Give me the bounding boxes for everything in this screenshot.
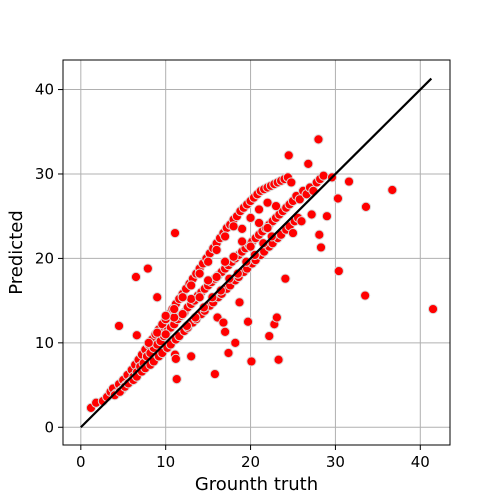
- scatter-point: [130, 271, 142, 283]
- scatter-point: [171, 374, 182, 385]
- reference-line: [80, 77, 433, 429]
- scatter-point: [142, 263, 153, 274]
- x-tick-label: 30: [326, 453, 345, 471]
- scatter-point: [186, 280, 197, 291]
- scatter-point: [209, 368, 221, 380]
- scatter-point: [427, 303, 439, 315]
- scatter-point: [286, 177, 297, 188]
- scatter-point: [228, 251, 239, 262]
- scatter-point: [271, 312, 282, 323]
- scatter-point: [318, 170, 329, 181]
- scatter-point: [203, 275, 214, 286]
- scatter-point: [313, 134, 324, 145]
- scatter-point: [245, 212, 256, 223]
- scatter-point: [228, 221, 239, 232]
- scatter-point: [270, 200, 282, 212]
- scatter-point: [283, 150, 294, 161]
- scatter-point: [198, 302, 209, 313]
- scatter-point: [232, 268, 243, 279]
- x-tick-label: 0: [76, 453, 86, 471]
- scatter-point: [219, 326, 231, 337]
- y-tick-label: 30: [35, 165, 54, 183]
- scatter-point: [177, 309, 188, 320]
- scatter-point: [203, 256, 214, 267]
- scatter-point: [230, 337, 241, 348]
- scatter-point: [253, 204, 265, 215]
- scatter-point: [253, 217, 265, 229]
- scatter-point: [296, 216, 307, 227]
- scatter-point: [169, 312, 180, 323]
- scatter-point: [321, 211, 333, 222]
- scatter-points: [85, 134, 439, 413]
- scatter-point: [152, 327, 163, 338]
- scatter-point: [262, 197, 273, 208]
- scatter-point: [234, 297, 245, 308]
- scatter-point: [177, 292, 188, 303]
- scatter-point: [218, 317, 229, 328]
- y-tick-label: 0: [44, 418, 54, 436]
- scatter-point: [169, 303, 180, 315]
- scatter-point: [360, 201, 372, 213]
- scatter-point: [287, 227, 299, 239]
- scatter-point: [314, 229, 325, 240]
- y-tick-label: 20: [35, 249, 54, 267]
- x-tick-label: 10: [156, 453, 175, 471]
- scatter-point: [236, 223, 248, 234]
- x-tick-label: 20: [241, 453, 260, 471]
- scatter-point: [264, 330, 275, 342]
- scatter-point: [280, 273, 291, 284]
- scatter-point: [294, 194, 305, 205]
- plot-frame: [62, 59, 451, 446]
- scatter-point: [332, 193, 344, 204]
- scatter-point: [160, 310, 171, 321]
- scatter-point: [273, 354, 284, 365]
- reference-line-layer: [80, 77, 433, 429]
- scatter-point: [219, 256, 231, 267]
- y-axis-label: Predicted: [6, 210, 27, 295]
- x-axis-label: Grounth truth: [195, 474, 318, 495]
- scatter-point: [258, 238, 269, 249]
- scatter-point: [152, 292, 163, 303]
- scatter-point: [246, 356, 257, 367]
- scatter-point: [387, 184, 398, 196]
- scatter-point: [303, 158, 314, 169]
- axis-ticks: 0 10 20 30 40 0 10 20 30 40: [35, 81, 430, 471]
- y-tick-label: 10: [35, 334, 54, 352]
- scatter-point: [343, 176, 355, 187]
- scatter-point: [242, 316, 254, 327]
- scatter-point: [186, 351, 197, 362]
- scatter-point: [113, 320, 125, 332]
- scatter-point: [186, 293, 197, 305]
- scatter-point: [333, 265, 344, 277]
- scatter-point: [236, 236, 248, 247]
- scatter-point: [223, 347, 234, 359]
- scatter-point: [170, 353, 181, 364]
- scatter-point: [143, 337, 154, 348]
- scatter-point: [194, 292, 205, 303]
- scatter-point: [315, 242, 327, 253]
- y-tick-label: 40: [35, 81, 54, 99]
- scatter-point: [306, 209, 317, 220]
- scatter-point: [262, 222, 273, 234]
- grid: [63, 60, 450, 445]
- scatter-point: [169, 227, 181, 239]
- scatter-point: [160, 329, 171, 340]
- scatter-point: [219, 231, 231, 242]
- scatter-point: [194, 268, 205, 279]
- scatter-point: [360, 290, 371, 301]
- scatter-point: [245, 241, 256, 252]
- x-tick-label: 40: [411, 453, 430, 471]
- scatter-point: [211, 271, 222, 283]
- scatter-point: [211, 244, 222, 256]
- scatter-point: [215, 285, 226, 296]
- scatter-point: [131, 330, 142, 341]
